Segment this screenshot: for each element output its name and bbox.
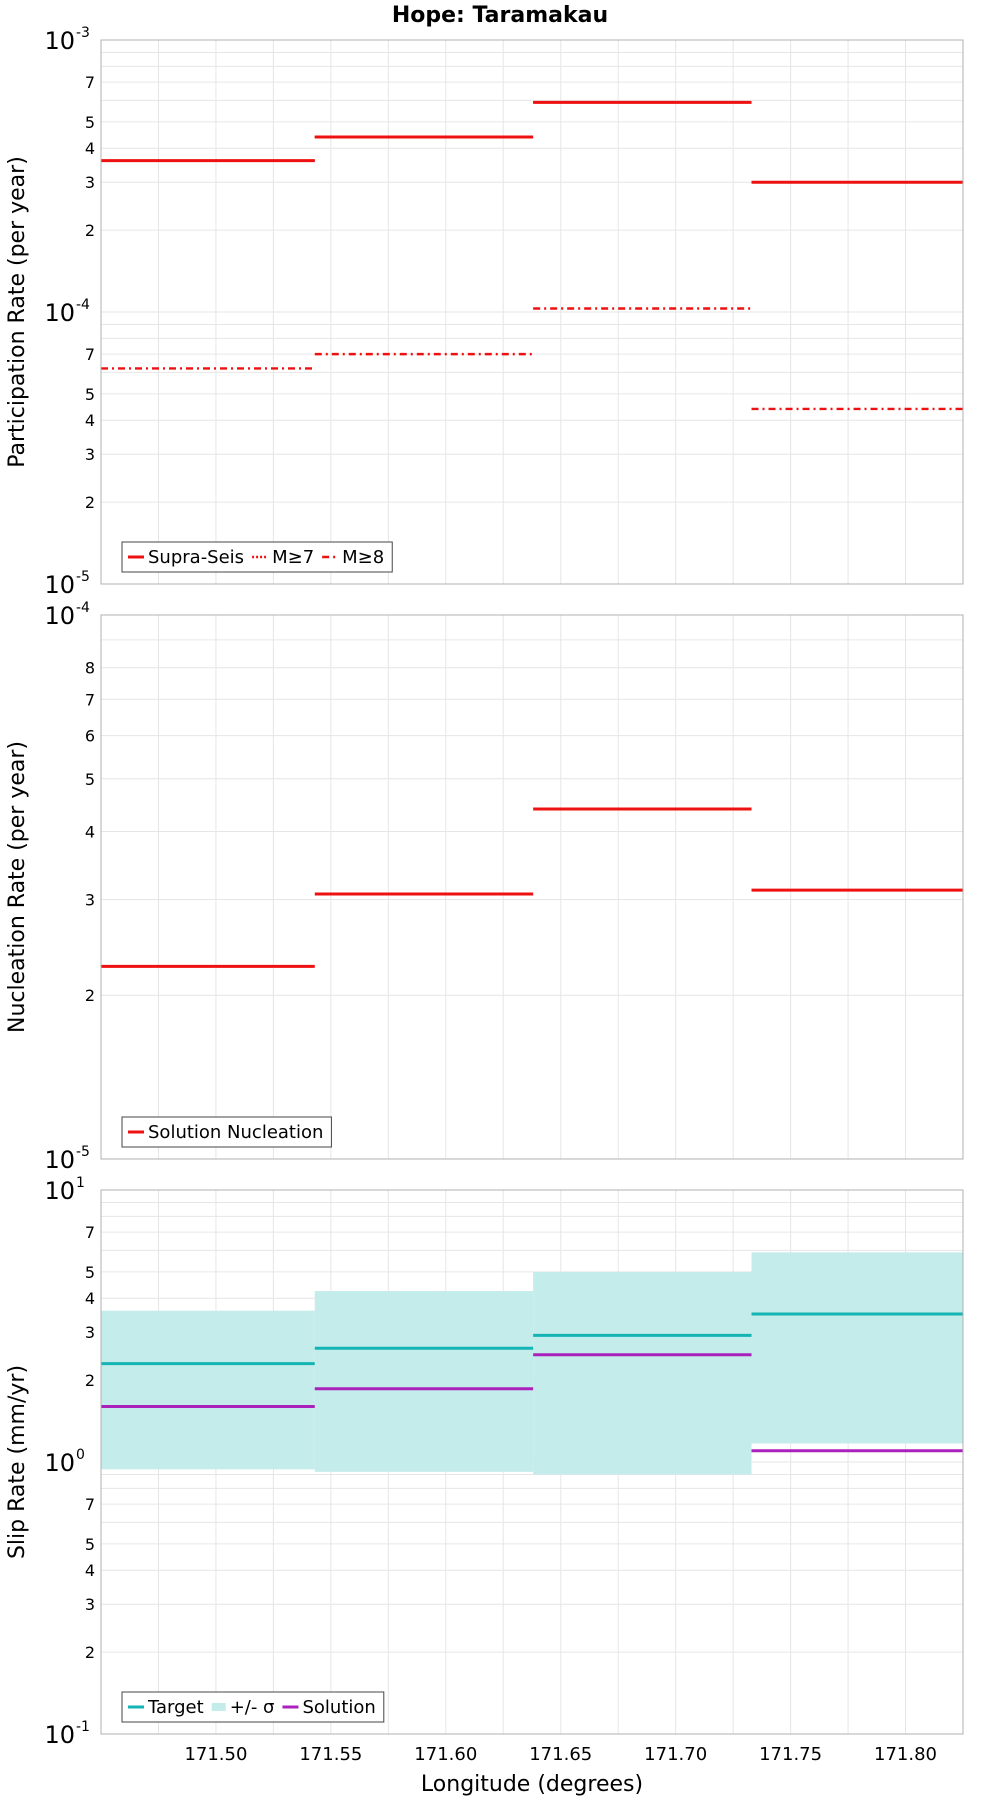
x-tick-label: 171.55 <box>299 1744 362 1765</box>
y-tick-label: 2 <box>85 221 95 240</box>
y-tick-label: 2 <box>85 986 95 1005</box>
y-tick-label: 2 <box>85 1371 95 1390</box>
y-tick-label: 2 <box>85 493 95 512</box>
x-tick-label: 171.75 <box>759 1744 822 1765</box>
y-tick-label: 4 <box>85 822 95 841</box>
legend: Supra-Seis M≥7 M≥8 <box>121 541 393 573</box>
y-tick-label: 3 <box>85 1323 95 1342</box>
sigma-band-segment <box>101 1310 315 1470</box>
y-decade-label: 10 <box>44 1449 75 1477</box>
plot-frame <box>100 1189 964 1735</box>
y-axis-label: Participation Rate (per year) <box>5 156 30 468</box>
y-decade-label: 10 <box>44 299 75 327</box>
sigma-band-segment <box>751 1252 963 1444</box>
y-decade-label: 10 <box>44 1721 75 1749</box>
y-decade-exponent: -5 <box>76 1144 90 1160</box>
chart-title: Hope: Taramakau <box>392 3 608 28</box>
plot-frame <box>100 39 964 585</box>
x-tick-label: 171.80 <box>874 1744 937 1765</box>
y-tick-label: 7 <box>85 1495 95 1514</box>
x-tick-label: 171.50 <box>184 1744 247 1765</box>
y-decade-label: 10 <box>44 571 75 599</box>
y-decade-exponent: -3 <box>76 25 90 41</box>
y-decade-label: 10 <box>44 602 75 630</box>
y-axis-label: Nucleation Rate (per year) <box>5 741 30 1033</box>
legend-entry: Target <box>147 1697 204 1718</box>
x-tick-label: 171.70 <box>644 1744 707 1765</box>
y-decade-exponent: 0 <box>76 1447 85 1463</box>
y-tick-label: 3 <box>85 173 95 192</box>
legend-box <box>121 1691 385 1723</box>
y-decade-exponent: -5 <box>76 569 90 585</box>
y-decade-exponent: -4 <box>76 600 90 616</box>
legend: Target +/- σ Solution <box>121 1691 385 1723</box>
legend: Solution Nucleation <box>121 1116 332 1148</box>
x-tick-label: 171.60 <box>414 1744 477 1765</box>
y-tick-label: 5 <box>85 385 95 404</box>
sigma-band-segment <box>533 1271 752 1475</box>
y-tick-label: 5 <box>85 1263 95 1282</box>
y-tick-label: 4 <box>85 139 95 158</box>
y-tick-label: 7 <box>85 73 95 92</box>
x-axis-label: Longitude (degrees) <box>421 1772 643 1797</box>
y-tick-label: 8 <box>85 659 95 678</box>
y-tick-label: 7 <box>85 345 95 364</box>
y-tick-label: 5 <box>85 113 95 132</box>
y-tick-label: 4 <box>85 1561 95 1580</box>
y-tick-label: 5 <box>85 1535 95 1554</box>
y-tick-label: 7 <box>85 1223 95 1242</box>
legend-entry: M≥8 <box>342 547 384 568</box>
y-decade-label: 10 <box>44 1177 75 1205</box>
legend-entry: M≥7 <box>272 547 314 568</box>
y-decade-label: 10 <box>44 1146 75 1174</box>
legend-entry: +/- σ <box>230 1697 275 1718</box>
x-tick-label: 171.65 <box>529 1744 592 1765</box>
legend-swatch-band <box>211 1703 226 1711</box>
y-tick-label: 3 <box>85 1595 95 1614</box>
sigma-band-segment <box>314 1291 534 1472</box>
plot-area <box>101 615 963 1159</box>
y-tick-label: 3 <box>85 445 95 464</box>
legend-box <box>121 1116 332 1148</box>
y-decade-exponent: 1 <box>76 1175 85 1191</box>
y-decade-label: 10 <box>44 27 75 55</box>
y-decade-exponent: -1 <box>76 1719 90 1735</box>
plot-frame <box>100 614 964 1160</box>
legend-entry: Supra-Seis <box>148 547 244 568</box>
y-axis-label: Slip Rate (mm/yr) <box>5 1365 30 1559</box>
legend-entry: Solution Nucleation <box>148 1122 323 1143</box>
y-tick-label: 3 <box>85 890 95 909</box>
y-tick-label: 5 <box>85 770 95 789</box>
y-decade-exponent: -4 <box>76 297 90 313</box>
legend-entry: Solution <box>302 1697 375 1718</box>
y-tick-label: 4 <box>85 1289 95 1308</box>
y-tick-label: 4 <box>85 411 95 430</box>
y-tick-label: 6 <box>85 727 95 746</box>
y-tick-label: 2 <box>85 1643 95 1662</box>
y-tick-label: 7 <box>85 690 95 709</box>
